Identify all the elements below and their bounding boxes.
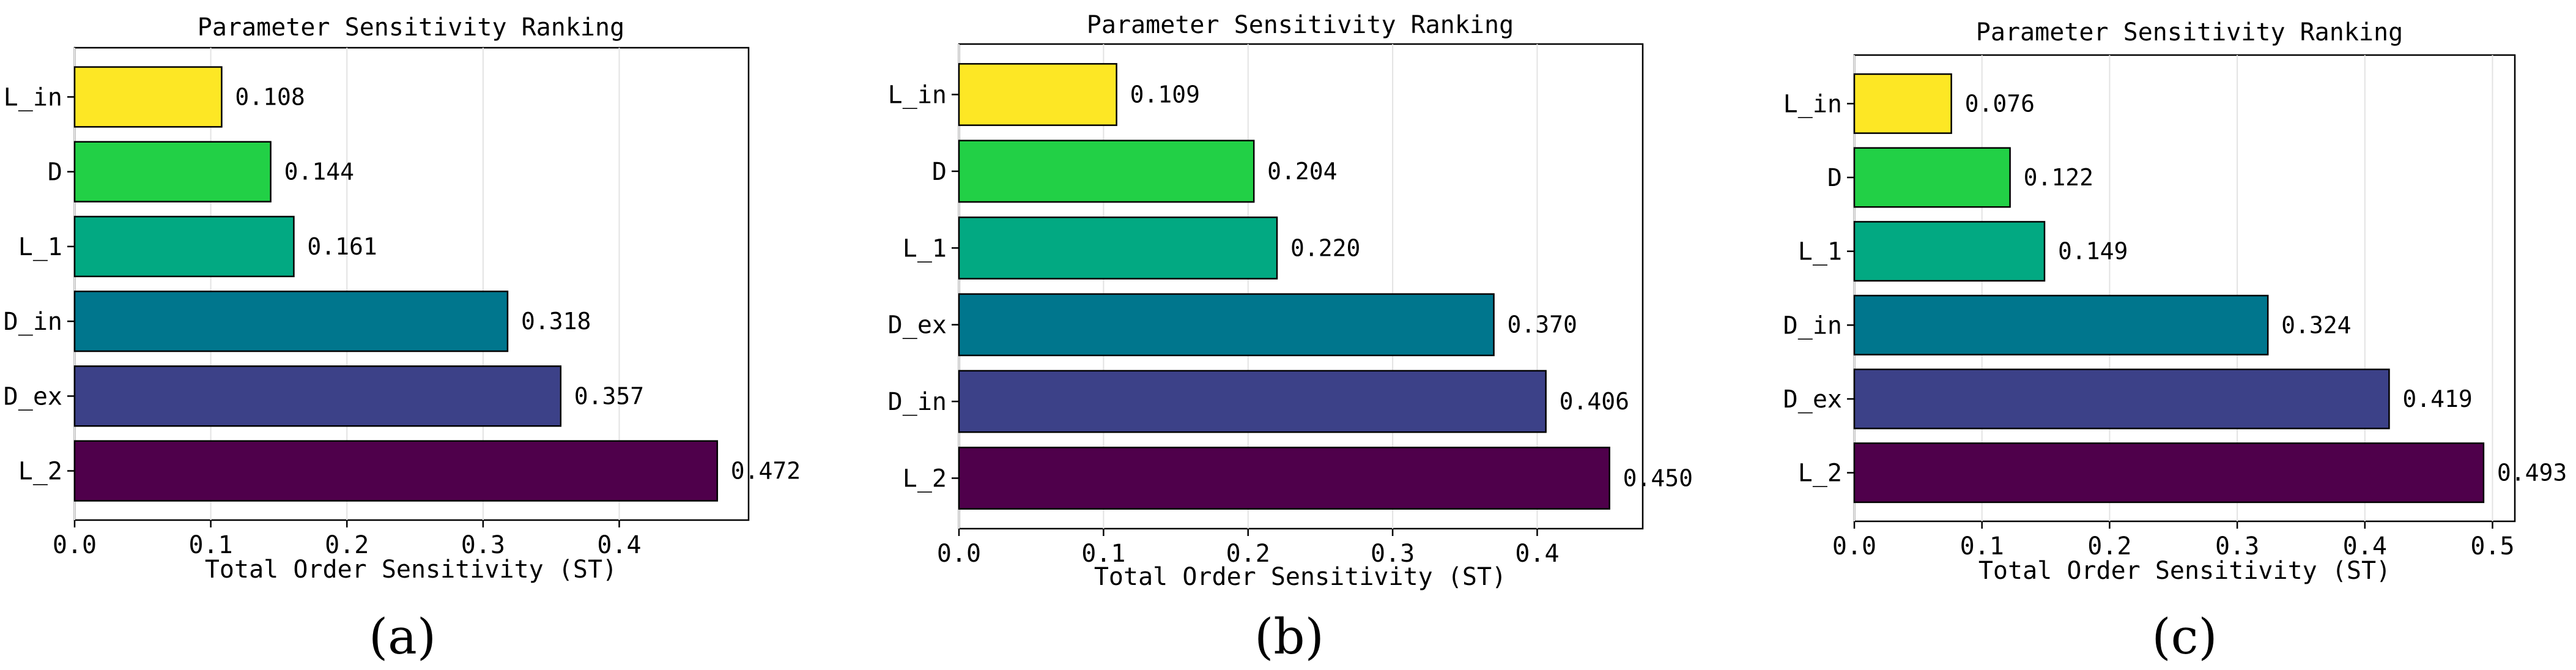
bar-d-ex [1853, 368, 2390, 430]
value-label: 0.493 [2497, 460, 2567, 486]
chart-title: Parameter Sensitivity Ranking [198, 13, 624, 42]
bar-d-in [73, 290, 509, 352]
value-label: 0.357 [574, 382, 644, 409]
bar-l-1 [73, 215, 295, 278]
y-tick-label: D_ex [4, 382, 62, 411]
x-tick-label: 0.4 [2343, 532, 2387, 560]
x-tick-label: 0.2 [1226, 540, 1270, 568]
chart-panel-b: Parameter Sensitivity Ranking 0.109 0.204… [888, 11, 1693, 665]
x-tick-label: 0.0 [937, 540, 981, 568]
x-tick-label: 0.4 [1515, 540, 1559, 568]
x-axis-label: Total Order Sensitivity (ST) [205, 556, 617, 584]
bar-l-2 [73, 440, 719, 502]
y-tick-label: D_in [4, 308, 62, 336]
value-label: 0.076 [1965, 90, 2035, 117]
chart-title: Parameter Sensitivity Ranking [1087, 11, 1514, 39]
bar-l-2 [1853, 442, 2485, 504]
x-tick-label: 0.1 [189, 531, 233, 559]
value-label: 0.324 [2281, 311, 2351, 338]
value-label: 0.149 [2058, 238, 2128, 265]
x-tick-label: 0.3 [461, 531, 505, 559]
bar-d-ex [73, 365, 562, 427]
value-label: 0.450 [1623, 465, 1693, 492]
x-axis-label: Total Order Sensitivity (ST) [1978, 557, 2391, 585]
panel-label: (c) [2152, 608, 2217, 665]
x-tick-label: 0.3 [2215, 532, 2259, 560]
y-tick-label: L_2 [18, 458, 62, 486]
chart-panel-a: Parameter Sensitivity Ranking 0.108 0.144… [4, 13, 801, 665]
bar-l-2 [958, 447, 1610, 510]
y-tick-label: L_in [4, 83, 62, 111]
bar-d-in [1853, 294, 2269, 355]
x-tick-label: 0.1 [1960, 532, 2004, 560]
bar-d-ex [958, 293, 1495, 357]
value-label: 0.220 [1290, 234, 1360, 261]
value-label: 0.472 [731, 458, 801, 485]
chart-title: Parameter Sensitivity Ranking [1976, 18, 2403, 47]
y-tick-label: D_in [1783, 311, 1842, 340]
bar-d [1853, 147, 2011, 208]
panel-label: (a) [369, 608, 436, 665]
x-tick-label: 0.5 [2470, 532, 2514, 560]
value-label: 0.122 [2024, 164, 2093, 191]
x-axis-label: Total Order Sensitivity (ST) [1094, 563, 1506, 591]
bar-d-in [958, 370, 1547, 433]
chart-panel-c: Parameter Sensitivity Ranking 0.076 0.122… [1783, 18, 2567, 665]
x-tick-label: 0.0 [1832, 532, 1876, 560]
y-tick-label: L_1 [1798, 238, 1842, 266]
bar-l-1 [958, 216, 1278, 280]
y-tick-label: L_2 [903, 465, 947, 493]
y-tick-label: D_ex [888, 311, 947, 340]
y-tick-label: D [48, 158, 62, 187]
bar-l-in [958, 63, 1117, 126]
x-tick-label: 0.4 [597, 531, 641, 559]
y-tick-label: D_in [888, 388, 947, 416]
y-tick-label: D [932, 158, 947, 186]
value-label: 0.108 [235, 83, 305, 110]
value-label: 0.318 [521, 308, 591, 335]
bar-d [958, 140, 1255, 203]
value-label: 0.406 [1560, 388, 1629, 415]
value-label: 0.144 [284, 158, 354, 185]
y-tick-label: D_ex [1783, 385, 1842, 414]
y-tick-label: L_in [1783, 90, 1842, 118]
x-tick-label: 0.2 [325, 531, 369, 559]
value-label: 0.419 [2402, 385, 2472, 412]
value-label: 0.109 [1130, 81, 1200, 108]
bar-l-in [73, 66, 223, 128]
bar-d [73, 141, 272, 203]
x-tick-label: 0.2 [2087, 532, 2131, 560]
bar-l-1 [1853, 221, 2046, 282]
value-label: 0.370 [1508, 311, 1577, 338]
y-tick-label: L_2 [1798, 460, 1842, 488]
panel-label: (b) [1254, 608, 1324, 665]
x-tick-label: 0.3 [1371, 540, 1415, 568]
y-tick-label: L_1 [903, 234, 947, 262]
x-tick-label: 0.1 [1081, 540, 1125, 568]
bar-l-in [1853, 73, 1952, 134]
y-tick-label: L_in [888, 81, 947, 110]
y-tick-label: L_1 [18, 233, 62, 261]
x-tick-label: 0.0 [53, 531, 97, 559]
value-label: 0.204 [1267, 158, 1337, 185]
y-tick-label: D [1827, 164, 1842, 192]
value-label: 0.161 [307, 233, 377, 260]
